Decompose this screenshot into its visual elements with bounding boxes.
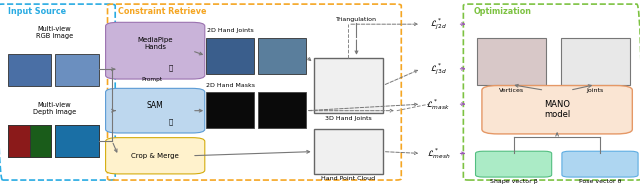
Text: Vertices: Vertices bbox=[499, 88, 524, 93]
Text: Input Source: Input Source bbox=[8, 7, 66, 15]
Bar bbox=[55, 54, 99, 86]
Text: Pose vector θ: Pose vector θ bbox=[579, 179, 621, 184]
Bar bbox=[55, 125, 99, 157]
Bar bbox=[55, 125, 99, 157]
FancyBboxPatch shape bbox=[106, 88, 205, 133]
Bar bbox=[561, 38, 630, 85]
Bar bbox=[206, 38, 254, 74]
Text: 🔒: 🔒 bbox=[169, 118, 173, 125]
Bar bbox=[314, 58, 383, 113]
Text: Triangulation: Triangulation bbox=[336, 17, 377, 22]
Bar bbox=[258, 38, 306, 74]
FancyBboxPatch shape bbox=[106, 138, 205, 174]
Text: MANO
model: MANO model bbox=[544, 100, 570, 119]
Text: Shape vector β: Shape vector β bbox=[490, 179, 538, 184]
Text: Crop & Merge: Crop & Merge bbox=[131, 153, 179, 159]
Bar bbox=[30, 125, 51, 157]
Text: Optimization: Optimization bbox=[474, 7, 532, 15]
Text: 2D Hand Masks: 2D Hand Masks bbox=[206, 83, 255, 88]
Text: $\mathcal{L}^*_{j3d}$: $\mathcal{L}^*_{j3d}$ bbox=[430, 61, 447, 77]
Text: Hand Point Cloud: Hand Point Cloud bbox=[321, 177, 375, 181]
Bar bbox=[258, 92, 306, 128]
Bar bbox=[8, 54, 51, 86]
Text: $\mathcal{L}^*_{mask}$: $\mathcal{L}^*_{mask}$ bbox=[426, 97, 451, 112]
FancyBboxPatch shape bbox=[106, 22, 205, 79]
Text: Prompt: Prompt bbox=[141, 77, 163, 81]
Text: Multi-view
RGB Image: Multi-view RGB Image bbox=[36, 26, 73, 39]
Text: 2D Hand Joints: 2D Hand Joints bbox=[207, 28, 254, 33]
Text: Joints: Joints bbox=[587, 88, 604, 93]
Text: Multi-view
Depth Image: Multi-view Depth Image bbox=[33, 102, 76, 115]
Bar bbox=[8, 125, 30, 157]
Text: 3D Hand Joints: 3D Hand Joints bbox=[324, 116, 372, 121]
Bar bbox=[477, 38, 546, 85]
Text: Constraint Retrieve: Constraint Retrieve bbox=[118, 7, 206, 15]
FancyBboxPatch shape bbox=[562, 151, 638, 177]
Text: $\mathcal{L}^*_{j2d}$: $\mathcal{L}^*_{j2d}$ bbox=[430, 16, 447, 32]
Text: MediaPipe
Hands: MediaPipe Hands bbox=[138, 37, 173, 50]
FancyBboxPatch shape bbox=[482, 86, 632, 134]
Bar bbox=[314, 129, 383, 174]
Text: $\mathcal{L}^*_{mesh}$: $\mathcal{L}^*_{mesh}$ bbox=[427, 146, 450, 161]
FancyBboxPatch shape bbox=[476, 151, 552, 177]
Text: 🔒: 🔒 bbox=[169, 65, 173, 71]
Bar bbox=[206, 92, 254, 128]
Bar bbox=[8, 125, 51, 157]
Text: SAM: SAM bbox=[147, 101, 164, 110]
